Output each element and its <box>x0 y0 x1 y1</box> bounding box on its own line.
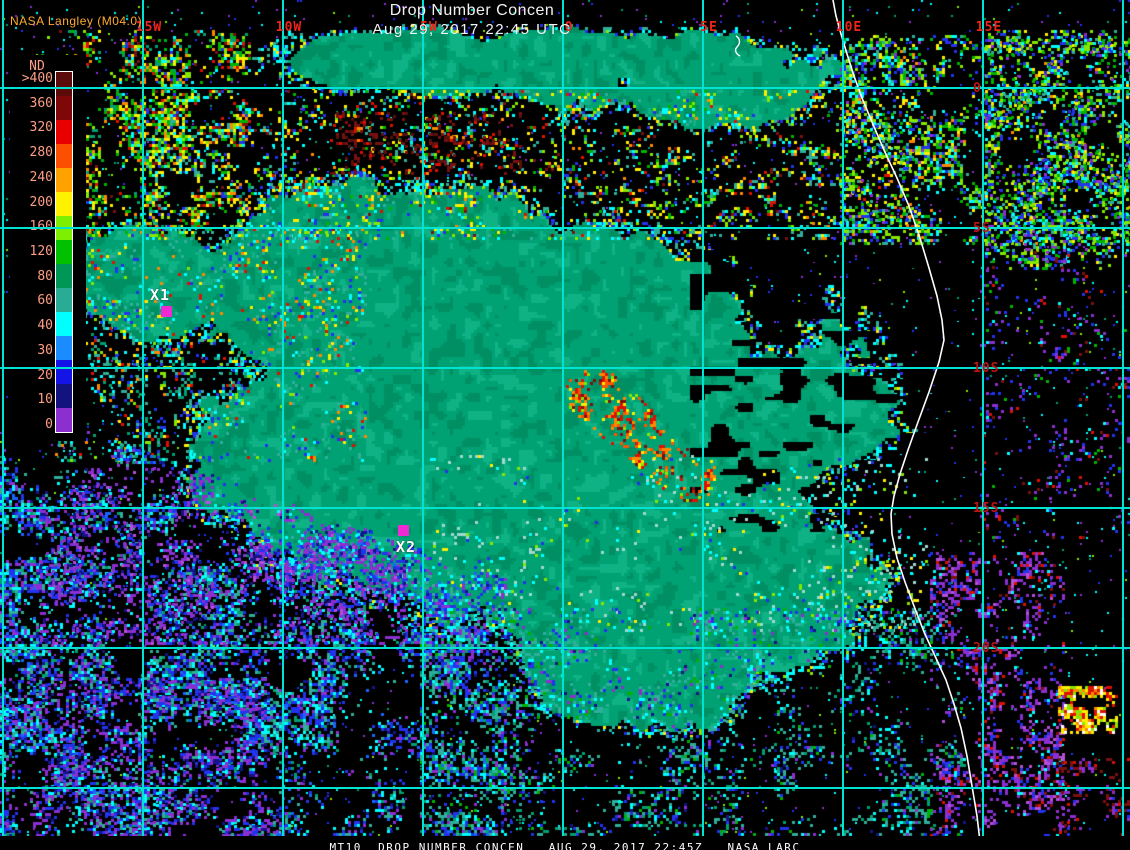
meridian-line <box>2 0 4 836</box>
map-timestamp: Aug 29, 2017 22:45 UTC <box>372 21 572 38</box>
parallel-line <box>0 507 1130 509</box>
legend-title: ND <box>29 59 45 74</box>
lat-label-0: 0 <box>973 81 982 96</box>
legend-segment-60 <box>56 288 72 312</box>
legend-segment-80 <box>56 264 72 288</box>
legend-value-80: 80 <box>37 268 53 284</box>
lat-label-15S: 15S <box>973 501 1000 516</box>
legend-value-160: 160 <box>8 219 53 235</box>
legend-value-200: 200 <box>29 194 53 210</box>
marker-dot-X2 <box>398 525 409 536</box>
parallel-line <box>0 227 1130 229</box>
lon-label-10E: 10E <box>835 20 863 35</box>
lon-label-15E: 15E <box>975 20 1003 35</box>
marker-label-X1: X1 <box>150 286 171 304</box>
parallel-line <box>0 87 1130 89</box>
legend-value-30: 30 <box>37 342 53 358</box>
legend-segment-30 <box>56 336 72 360</box>
status-bar: MT10 DROP NUMBER CONCEN AUG 29, 2017 22:… <box>0 836 1130 850</box>
credit-label: NASA Langley (M04.0) <box>10 14 143 28</box>
lat-label-5S: 5S <box>973 221 991 236</box>
meridian-line <box>982 0 984 836</box>
legend-segment-0 <box>56 408 72 432</box>
parallel-line <box>0 367 1130 369</box>
parallel-line <box>0 647 1130 649</box>
map-title: Drop Number Concen <box>389 2 555 19</box>
legend-value-320: 320 <box>29 120 53 136</box>
meridian-line <box>422 0 424 836</box>
legend-segment-20 <box>56 360 72 384</box>
legend-color-bar <box>55 71 73 433</box>
meridian-line <box>1122 0 1124 836</box>
legend-value-60: 60 <box>37 293 53 309</box>
legend-value-280: 280 <box>29 145 53 161</box>
marker-label-X2: X2 <box>396 538 417 556</box>
legend-background <box>10 55 86 441</box>
legend-value-240: 240 <box>29 169 53 185</box>
legend-segment-320 <box>56 120 72 144</box>
status-bar-text: MT10 DROP NUMBER CONCEN AUG 29, 2017 22:… <box>329 841 801 850</box>
meridian-line <box>562 0 564 836</box>
africa-coastline <box>832 0 982 850</box>
legend-value-10: 10 <box>37 392 53 408</box>
legend-value-0: 0 <box>45 416 53 432</box>
meridian-line <box>282 0 284 836</box>
lon-label-5W: 5W <box>420 20 438 35</box>
legend-segment-120 <box>56 240 72 264</box>
island-outline <box>734 35 741 57</box>
lon-label-5E: 5E <box>700 20 718 35</box>
legend-value-360: 360 <box>29 95 53 111</box>
legend-segment-10 <box>56 384 72 408</box>
legend-segment-280 <box>56 144 72 168</box>
legend-value-40: 40 <box>37 318 53 334</box>
lat-label-20S: 20S <box>973 641 1000 656</box>
legend-segment-40 <box>56 312 72 336</box>
marker-dot-X1 <box>161 306 172 317</box>
lon-label-15W: 15W <box>135 20 163 35</box>
legend-value-120: 120 <box>29 243 53 259</box>
parallel-line <box>0 787 1130 789</box>
meridian-line <box>142 0 144 836</box>
meridian-line <box>702 0 704 836</box>
legend-value-20: 20 <box>37 367 53 383</box>
lat-label-10S: 10S <box>973 361 1000 376</box>
lon-label-10W: 10W <box>275 20 303 35</box>
legend-segment-240 <box>56 168 72 192</box>
legend-value->400: >400 <box>21 71 53 86</box>
lon-label-0: 0 <box>564 20 574 35</box>
legend-segment->400 <box>56 72 72 96</box>
meridian-line <box>842 0 844 836</box>
legend-segment-360 <box>56 96 72 120</box>
legend-segment-200 <box>56 192 72 216</box>
map-title-block: Drop Number Concen Aug 29, 2017 22:45 UT… <box>0 2 944 38</box>
